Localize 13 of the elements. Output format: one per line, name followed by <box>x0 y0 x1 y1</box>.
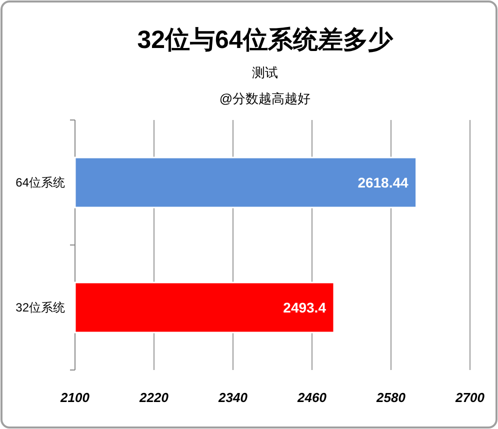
x-tick-label: 2100 <box>60 390 90 405</box>
text: @分数越高越好 <box>219 91 311 106</box>
y-tick-label: 32位系统 <box>16 300 65 314</box>
x-tick-label: 2700 <box>454 390 486 405</box>
x-tick-label: 2220 <box>138 390 170 405</box>
y-tick-label: 64位系统 <box>16 176 65 190</box>
x-tick-label: 2580 <box>376 390 406 405</box>
x-tick-label: 2340 <box>218 390 248 405</box>
chart-title: 32位与64位系统差多少 <box>137 26 394 54</box>
data-label: 2618.44 <box>358 174 409 190</box>
data-label: 2493.4 <box>283 300 326 316</box>
x-tick-label: 2460 <box>296 390 328 405</box>
chart-subtitle: 测试 <box>252 65 278 80</box>
